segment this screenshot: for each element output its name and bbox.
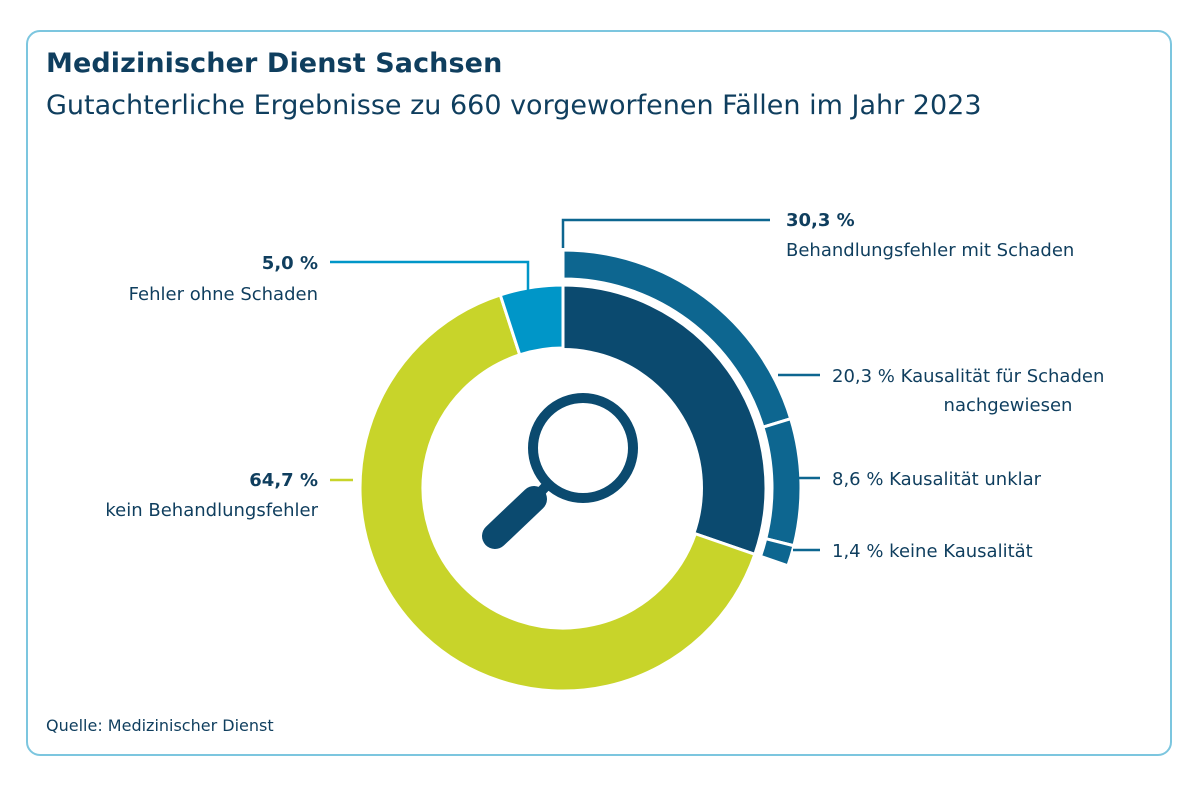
label-text-kein-fehler: kein Behandlungsfehler bbox=[105, 500, 318, 521]
label-keine-kausal: 1,4 % keine Kausalität bbox=[832, 541, 1033, 562]
magnifier-icon bbox=[482, 393, 638, 549]
label-text-mit-schaden: Behandlungsfehler mit Schaden bbox=[786, 240, 1074, 261]
label-text-ohne-schaden: Fehler ohne Schaden bbox=[129, 284, 318, 305]
card-frame bbox=[26, 30, 1172, 756]
label-kausal-nachgewiesen-2: nachgewiesen bbox=[944, 395, 1073, 416]
leader-mit-schaden bbox=[561, 218, 770, 248]
donut-hole bbox=[423, 348, 703, 628]
label-value-kein-fehler: 64,7 % bbox=[249, 470, 318, 491]
breakdown-slice-2 bbox=[758, 536, 796, 568]
chart-subtitle: Gutachterliche Ergebnisse zu 660 vorgewo… bbox=[46, 90, 982, 121]
label-value-mit-schaden: 30,3 % bbox=[786, 210, 855, 231]
source-note: Quelle: Medizinischer Dienst bbox=[46, 716, 274, 735]
chart-title: Medizinischer Dienst Sachsen bbox=[46, 48, 503, 79]
label-kausal-unklar: 8,6 % Kausalität unklar bbox=[832, 469, 1042, 490]
label-value-ohne-schaden: 5,0 % bbox=[262, 253, 318, 274]
breakdown-slice-1 bbox=[761, 416, 803, 548]
leader-ohne-schaden bbox=[330, 260, 530, 290]
label-kausal-nachgewiesen: 20,3 % Kausalität für Schaden bbox=[832, 366, 1104, 387]
